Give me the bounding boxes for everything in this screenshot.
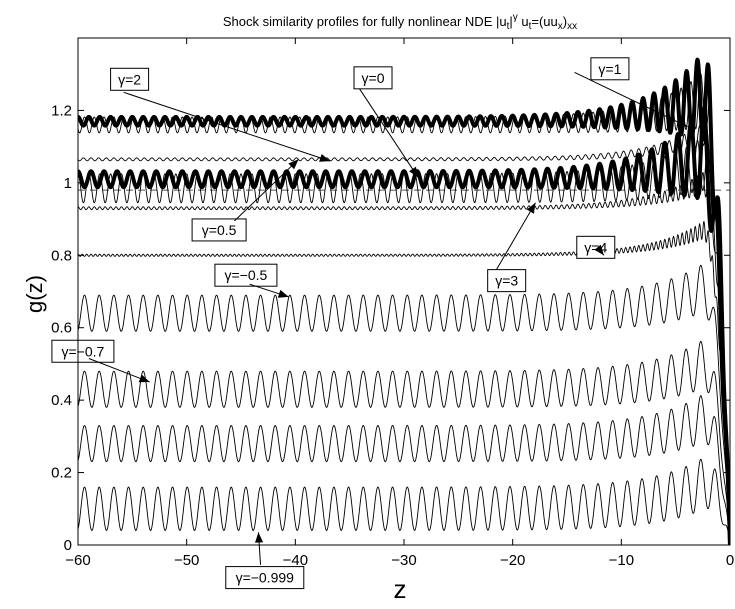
title-mid: u bbox=[518, 14, 529, 29]
series-line-9 bbox=[78, 395, 730, 545]
annotation-arrowhead-0 bbox=[319, 154, 331, 162]
series-line-5 bbox=[78, 172, 730, 545]
annotation-box-1 bbox=[353, 66, 393, 90]
x-tick-label-1: −50 bbox=[174, 552, 199, 569]
x-tick-label-5: −10 bbox=[609, 552, 634, 569]
series-line-0 bbox=[78, 57, 730, 545]
title-eq: =(uu bbox=[531, 14, 557, 29]
y-tick-label-0: 0 bbox=[64, 537, 72, 554]
annotation-7: γ=−0.7 bbox=[51, 339, 150, 383]
series-line-3 bbox=[78, 106, 730, 545]
annotation-arrowhead-5 bbox=[594, 244, 604, 256]
annotation-arrowhead-2 bbox=[676, 118, 688, 127]
series-line-2 bbox=[78, 125, 730, 545]
annotation-box-7 bbox=[51, 339, 115, 363]
annotation-label-5: γ=4 bbox=[584, 239, 607, 255]
annotation-box-0 bbox=[110, 67, 150, 91]
plot-frame bbox=[77, 37, 731, 546]
annotation-3: γ=0.5 bbox=[191, 158, 299, 242]
title-lead: Shock similarity profiles for fully nonl… bbox=[223, 14, 507, 29]
x-tick-label-2: −40 bbox=[283, 552, 308, 569]
series-line-10 bbox=[78, 458, 730, 545]
annotation-arrowhead-7 bbox=[138, 374, 150, 383]
series-line-7 bbox=[78, 264, 730, 545]
x-tick-label-6: 0 bbox=[726, 552, 734, 569]
annotation-arrow-1 bbox=[359, 88, 419, 178]
annotation-label-4: γ=3 bbox=[495, 273, 518, 289]
annotation-5: γ=4 bbox=[576, 235, 616, 259]
title-sub-x: x bbox=[558, 21, 563, 32]
annotation-arrowhead-4 bbox=[526, 202, 536, 214]
plot-layer bbox=[78, 57, 730, 545]
title-sub-t1: t bbox=[507, 21, 510, 32]
annotation-arrowhead-1 bbox=[409, 166, 419, 178]
annotation-4: γ=3 bbox=[487, 202, 536, 293]
series-line-8 bbox=[78, 340, 730, 545]
y-tick-label-4: 0.8 bbox=[51, 247, 72, 264]
annotation-0: γ=2 bbox=[110, 67, 331, 162]
x-axis-label: z bbox=[394, 574, 407, 604]
annotation-box-6 bbox=[214, 263, 278, 287]
annotation-label-8: γ=−0.999 bbox=[236, 570, 295, 586]
title-close: ) bbox=[563, 14, 567, 29]
axes-layer: −60 −50 −40 −30 −20 −10 0 0 0.2 0.4 0.6 0.8 1 1.2 bbox=[51, 37, 734, 569]
annotation-box-3 bbox=[191, 218, 247, 242]
annotation-arrow-3 bbox=[234, 158, 299, 222]
y-axis-label: g(z) bbox=[22, 275, 47, 313]
annotation-box-2 bbox=[590, 57, 630, 81]
annotation-label-6: γ=−0.5 bbox=[225, 267, 268, 283]
title-sub-t2: t bbox=[529, 21, 532, 32]
x-tick-label-4: −20 bbox=[500, 552, 525, 569]
title-sub-xx: xx bbox=[567, 21, 577, 32]
annotation-label-2: γ=1 bbox=[598, 61, 621, 77]
x-tick-label-0: −60 bbox=[65, 552, 90, 569]
annotation-arrow-0 bbox=[123, 91, 331, 162]
y-tick-label-6: 1.2 bbox=[51, 102, 72, 119]
annotation-box-4 bbox=[487, 269, 527, 293]
y-tick-label-2: 0.4 bbox=[51, 392, 72, 409]
y-tick-label-5: 1 bbox=[64, 175, 72, 192]
annotation-arrowhead-3 bbox=[288, 159, 299, 170]
annotation-8: γ=−0.999 bbox=[225, 532, 305, 590]
curves-group bbox=[78, 57, 730, 545]
annotation-box-5 bbox=[576, 235, 616, 259]
series-line-6 bbox=[78, 220, 730, 545]
annotation-6: γ=−0.5 bbox=[214, 263, 289, 298]
x-tick-label-3: −30 bbox=[391, 552, 416, 569]
chart-title: Shock similarity profiles for fully nonl… bbox=[223, 12, 577, 32]
annotation-label-7: γ=−0.7 bbox=[62, 343, 105, 359]
annotation-arrow-4 bbox=[495, 202, 536, 271]
title-gamma: γ bbox=[513, 12, 518, 23]
annotation-label-3: γ=0.5 bbox=[202, 222, 237, 238]
annotation-label-0: γ=2 bbox=[118, 71, 141, 87]
y-tick-label-1: 0.2 bbox=[51, 465, 72, 482]
annotation-label-1: γ=0 bbox=[362, 70, 385, 86]
annotation-box-8 bbox=[225, 566, 305, 590]
series-line-4 bbox=[78, 139, 730, 545]
series-line-1 bbox=[78, 73, 730, 545]
y-tick-label-3: 0.6 bbox=[51, 320, 72, 337]
annotation-arrow-2 bbox=[574, 71, 688, 128]
annotation-arrowhead-8 bbox=[255, 532, 264, 543]
annotation-arrowhead-6 bbox=[277, 289, 289, 298]
annotation-layer: γ=2 γ=0 γ=1 γ=0.5 γ=3 γ=4 γ=−0.5 γ=−0.7 γ=−0.999 bbox=[51, 57, 688, 590]
annotation-1: γ=0 bbox=[353, 66, 419, 178]
annotation-2: γ=1 bbox=[574, 57, 688, 128]
title-bar: | bbox=[509, 14, 512, 29]
annotation-arrow-7 bbox=[88, 358, 150, 383]
